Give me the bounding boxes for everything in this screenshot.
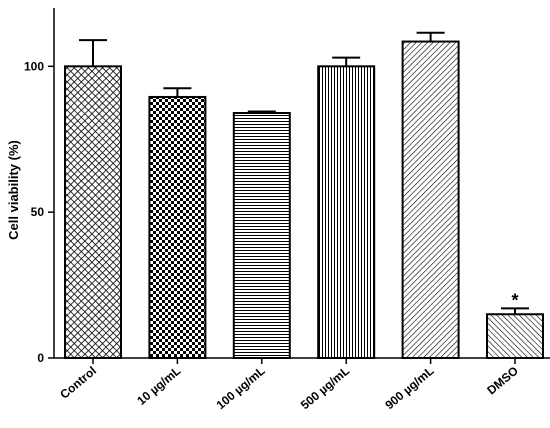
significance-annotation: * bbox=[511, 290, 518, 310]
x-tick-label: 900 µg/mL bbox=[382, 364, 436, 413]
bar bbox=[486, 313, 544, 359]
x-tick-label: 10 µg/mL bbox=[134, 364, 183, 408]
x-axis-ticks: Control 10 µg/mL 100 µg/mL 500 µg/mL 900 µg/… bbox=[57, 358, 521, 412]
y-tick-label: 0 bbox=[37, 351, 44, 365]
y-axis-title: Cell viability (%) bbox=[6, 140, 21, 240]
bar bbox=[148, 95, 207, 359]
x-tick-label: Control bbox=[57, 364, 99, 402]
x-tick-label: 500 µg/mL bbox=[298, 364, 352, 413]
error-bars-group bbox=[79, 31, 529, 315]
y-axis-ticks: 0 50 100 bbox=[24, 59, 54, 365]
bar bbox=[232, 112, 291, 359]
bar bbox=[317, 65, 376, 359]
y-tick-label: 50 bbox=[31, 205, 45, 219]
annotations-group: * bbox=[511, 290, 518, 310]
bars-group bbox=[64, 40, 544, 360]
bar bbox=[401, 40, 460, 360]
x-tick-label: 100 µg/mL bbox=[214, 364, 268, 413]
x-tick-label: DMSO bbox=[484, 364, 521, 398]
y-tick-label: 100 bbox=[24, 59, 44, 73]
bar bbox=[64, 65, 122, 359]
